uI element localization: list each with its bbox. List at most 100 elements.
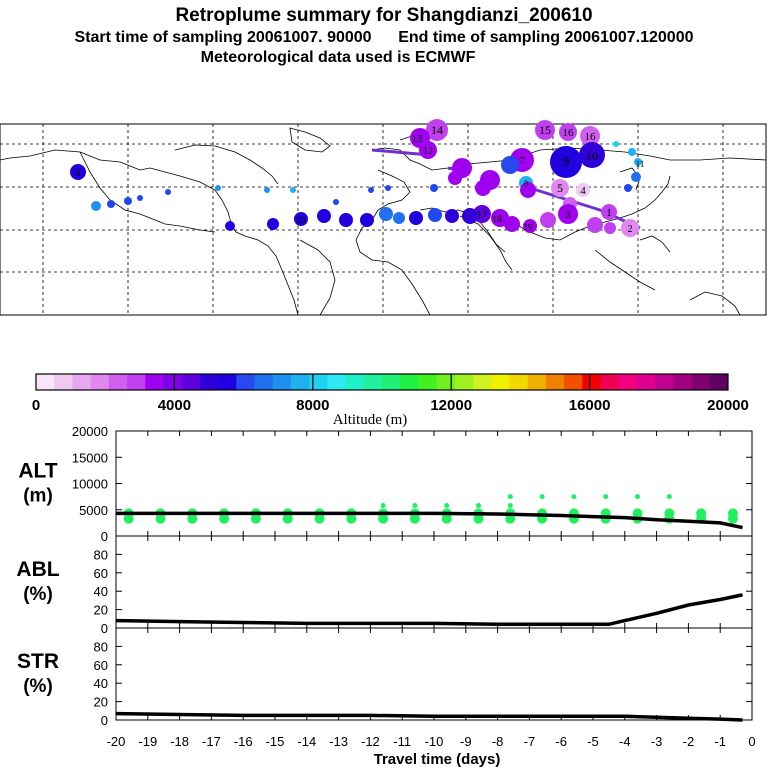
colorbar-cell: [509, 374, 529, 390]
alt-dot: [539, 494, 545, 500]
plume-marker: [634, 158, 642, 166]
x-tick-label: -6: [555, 734, 567, 749]
time-series-panels: 20000 15000 10000 5000 0 ALT (m) 80 60 40 20 0 ABL (%…: [16, 424, 755, 749]
alt-dot: [727, 513, 738, 524]
met-data-note: Meteorological data used is ECMWF: [201, 49, 476, 66]
series-line: [115, 593, 743, 627]
alt-dot: [412, 503, 418, 509]
colorbar-cell: [673, 374, 693, 390]
plume-label: 16: [585, 131, 597, 143]
plume-marker: [360, 213, 374, 227]
plume-marker: [70, 164, 86, 180]
x-tick-label: -17: [202, 734, 221, 749]
series-lines: [115, 511, 743, 722]
plume-marker: [428, 208, 442, 222]
colorbar-cell: [345, 374, 365, 390]
y-tick-label: 0: [101, 621, 108, 636]
plume-marker: [550, 146, 582, 178]
colorbar-cell: [709, 374, 729, 390]
plume-marker: [215, 185, 221, 191]
x-tick-label: -14: [297, 734, 316, 749]
y-tick-label: 80: [94, 547, 108, 562]
colorbar-cell: [363, 374, 383, 390]
colorbar-cell: [618, 374, 638, 390]
plume-marker: [393, 212, 405, 224]
y-tick-label: 20: [94, 603, 108, 618]
panel-unit: (%): [23, 584, 53, 605]
plume-marker: [559, 123, 577, 141]
plume-marker: [551, 179, 569, 197]
colorbar-cell: [636, 374, 656, 390]
plume-marker: [426, 119, 448, 141]
alt-dot: [444, 503, 450, 509]
plume-marker: [317, 209, 331, 223]
alt-dot: [378, 513, 389, 524]
x-tick-label: -9: [460, 734, 472, 749]
plume-marker: [504, 216, 520, 232]
plume-label: 20: [297, 215, 307, 225]
plume-label: 11: [636, 159, 645, 169]
colorbar-cells: [36, 374, 729, 390]
plume-label: 5: [557, 181, 563, 195]
panel-label: ABL: [16, 558, 59, 581]
colorbar-cell: [564, 374, 583, 390]
x-tick-label: -3: [651, 734, 663, 749]
colorbar-cell: [163, 374, 183, 390]
plume-marker: [601, 204, 617, 220]
colorbar-cell: [218, 374, 237, 390]
x-tick-label: -11: [393, 734, 411, 749]
y-tick-label: 15000: [72, 450, 108, 465]
plume-label: 4: [580, 185, 586, 197]
colorbar-cell: [600, 374, 620, 390]
plume-marker: [124, 197, 132, 205]
y-tick-label: 10000: [72, 477, 108, 492]
figure-title: Retroplume summary for Shangdianzi_20061…: [175, 5, 592, 26]
colorbar-cell: [181, 374, 201, 390]
colorbar-cell: [691, 374, 711, 390]
plume-marker: [267, 218, 279, 230]
sampling-times: Start time of sampling 20061007. 90000 E…: [75, 29, 694, 46]
y-tick-label: 5000: [79, 503, 108, 518]
y-tick-label: 80: [94, 639, 108, 654]
plume-marker: [445, 209, 459, 223]
colorbar-cell: [436, 374, 456, 390]
plume-label: 6: [76, 168, 81, 178]
plume-marker: [631, 172, 641, 182]
x-tick-label: -16: [234, 734, 253, 749]
plume-marker: [520, 182, 536, 198]
colorbar-cell: [382, 374, 401, 390]
plume-marker: [462, 208, 478, 224]
plume-marker: [501, 156, 519, 174]
colorbar-cell: [400, 374, 419, 390]
alt-dot: [282, 513, 293, 524]
x-tick-label: -19: [138, 734, 157, 749]
panel-unit: (%): [23, 676, 53, 697]
x-axis-label: Travel time (days): [374, 751, 501, 768]
x-tick-label: -10: [425, 734, 444, 749]
alt-dot: [187, 513, 198, 524]
y-tick-label: 20000: [72, 424, 108, 439]
colorbar-cell: [54, 374, 73, 390]
plume-marker: [91, 201, 101, 211]
plume-label: 8: [524, 179, 528, 188]
x-tick-label: 0: [748, 734, 755, 749]
colorbar-frame: [35, 373, 729, 391]
series-line: [116, 511, 743, 530]
colorbar-tick-label: 0: [32, 397, 40, 414]
alt-dot: [473, 513, 484, 524]
plume-label: 13: [412, 133, 424, 145]
plume-marker: [368, 187, 374, 193]
plume-label: 14: [431, 123, 443, 137]
alt-dot: [507, 494, 513, 500]
colorbar-ticks: 0 4000 8000 12000 16000 20000: [32, 374, 749, 414]
x-tick-label: -7: [524, 734, 536, 749]
plume-marker: [165, 189, 171, 195]
colorbar-tick-label: 4000: [158, 397, 191, 414]
colorbar-tick-label: 20000: [707, 397, 749, 414]
panel-unit: (m): [23, 486, 53, 507]
plume-label: 12: [423, 146, 433, 157]
plume-marker: [580, 126, 600, 146]
